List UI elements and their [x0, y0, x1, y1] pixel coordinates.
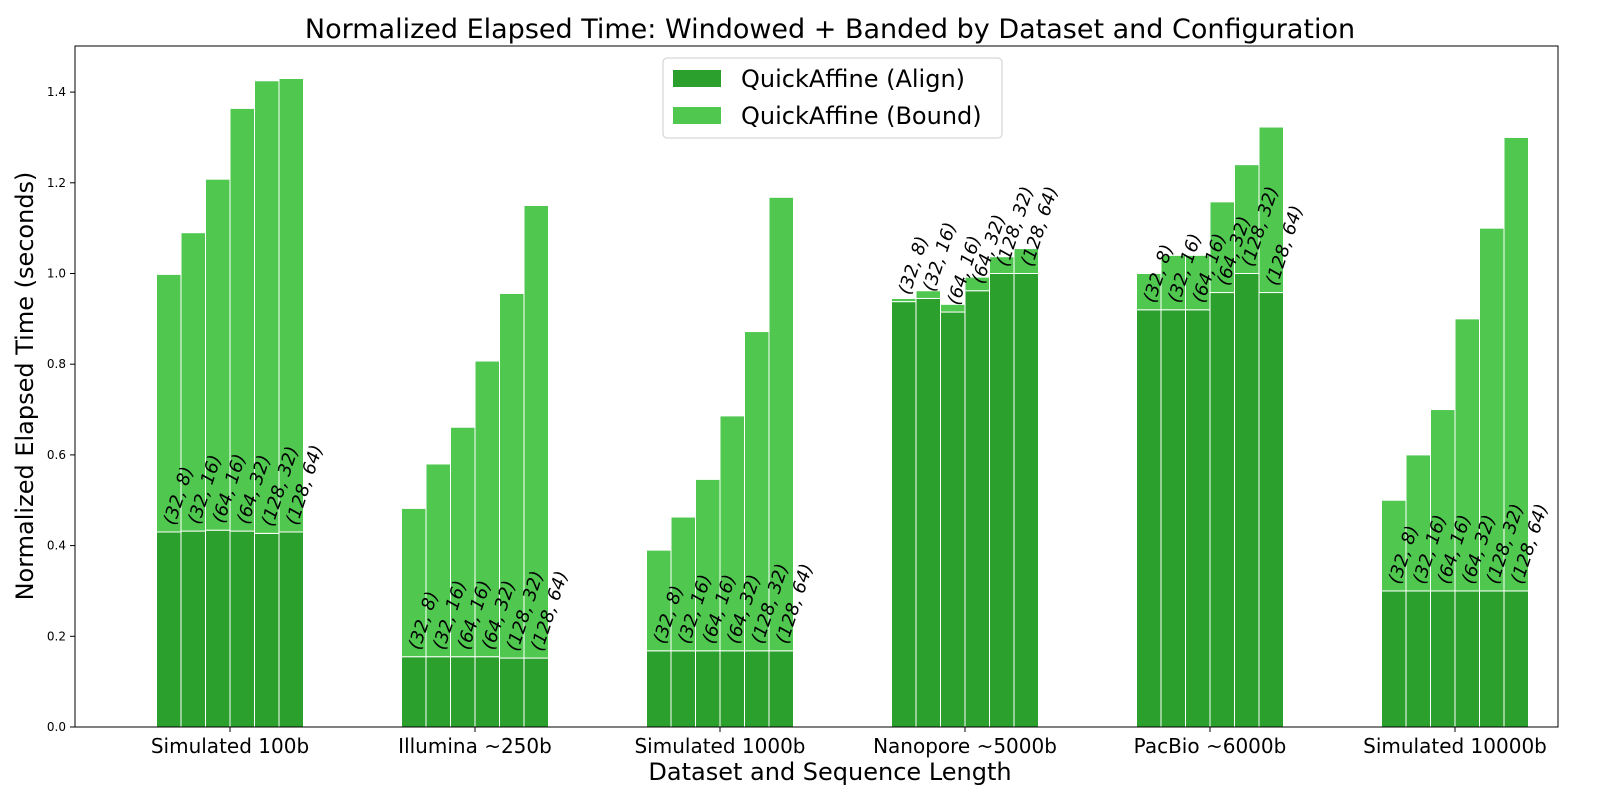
x-tick-label: Nanopore ~5000b	[873, 734, 1057, 758]
legend-label-bound: QuickAffine (Bound)	[741, 102, 982, 130]
bar-align	[1479, 590, 1505, 728]
bar-align	[450, 656, 476, 728]
bar-align	[205, 529, 231, 728]
bar-align	[523, 657, 549, 728]
x-tick-label: PacBio ~6000b	[1134, 734, 1287, 758]
bars-group	[156, 77, 1529, 728]
bar-align	[229, 530, 255, 728]
bar-align	[1136, 309, 1162, 728]
bar-align	[695, 650, 721, 728]
bar-align	[1503, 590, 1529, 728]
bar-bound	[1136, 273, 1162, 311]
bar-bound	[1405, 454, 1431, 592]
bar-align	[474, 656, 500, 728]
plot-frame	[74, 45, 1559, 728]
y-tick-label: 0.0	[47, 720, 66, 734]
bar-align	[891, 301, 917, 728]
bar-bound	[1503, 136, 1529, 592]
bar-bound	[523, 204, 549, 659]
x-tick-label: Simulated 10000b	[1363, 734, 1547, 758]
x-axis: Simulated 100b Illumina ~250b Simulated 10…	[151, 727, 1547, 758]
bar-bound	[180, 232, 206, 532]
chart-title: Normalized Elapsed Time: Windowed + Band…	[305, 14, 1355, 45]
bar-align	[1454, 590, 1480, 728]
bar-bound	[744, 331, 770, 652]
bar-align	[254, 532, 280, 728]
y-tick-label: 0.6	[47, 448, 66, 462]
bar-align	[940, 311, 966, 728]
bar-bound	[646, 549, 672, 652]
legend-box	[662, 57, 1003, 139]
bar-bound	[670, 516, 696, 652]
x-tick-label: Simulated 1000b	[634, 734, 805, 758]
bar-align	[915, 297, 941, 728]
bar-bound	[1013, 248, 1039, 274]
bar-bound	[1185, 254, 1211, 311]
bar-bound	[1454, 318, 1480, 592]
config-labels-group: (32, 8)(32, 16)(64, 16)(64, 32)(128, 32)…	[160, 184, 1553, 654]
y-tick-label: 1.4	[47, 85, 66, 99]
bar-align	[744, 650, 770, 728]
bar-bound	[1430, 409, 1456, 592]
bar-bound	[425, 463, 451, 658]
y-axis-title: Normalized Elapsed Time (seconds)	[11, 172, 39, 601]
bar-align	[989, 273, 1015, 728]
x-axis-title: Dataset and Sequence Length	[648, 758, 1011, 786]
bar-align	[964, 290, 990, 728]
legend: QuickAffine (Align) QuickAffine (Bound)	[662, 57, 1003, 139]
bar-align	[1430, 590, 1456, 728]
bar-align	[425, 656, 451, 728]
bar-align	[1234, 273, 1260, 728]
bar-align	[670, 650, 696, 728]
bar-align	[719, 650, 745, 728]
bar-align	[768, 650, 794, 728]
y-tick-label: 0.2	[47, 629, 66, 643]
bar-align	[646, 650, 672, 728]
legend-swatch-align	[673, 70, 721, 87]
legend-swatch-bound	[673, 107, 721, 124]
bar-bound	[1234, 164, 1260, 274]
legend-label-align: QuickAffine (Align)	[741, 65, 965, 93]
y-tick-label: 0.8	[47, 357, 66, 371]
y-tick-label: 1.2	[47, 176, 66, 190]
y-tick-label: 0.4	[47, 539, 66, 553]
bar-align	[1185, 309, 1211, 728]
bar-bound	[768, 196, 794, 652]
bar-align	[1381, 590, 1407, 728]
bar-bound	[450, 426, 476, 658]
bar-bound	[254, 80, 280, 534]
bar-bound	[401, 507, 427, 658]
bar-align	[278, 531, 304, 728]
bar-bound	[1258, 126, 1284, 294]
bar-align	[401, 656, 427, 728]
bar-bound	[915, 290, 941, 299]
bar-align	[180, 530, 206, 728]
bar-align	[1405, 590, 1431, 728]
bar-bound	[156, 273, 182, 533]
bar-align	[1013, 273, 1039, 728]
bar-bound	[891, 297, 917, 303]
bar-bound	[474, 360, 500, 658]
x-tick-label: Illumina ~250b	[398, 734, 552, 758]
bar-bound	[278, 77, 304, 533]
bar-align	[156, 531, 182, 728]
y-axis: 0.0 0.2 0.4 0.6 0.8 1.0 1.2 1.4	[47, 85, 75, 734]
bar-align	[499, 657, 525, 728]
bar-align	[1160, 309, 1186, 728]
y-tick-label: 1.0	[47, 267, 66, 281]
bar-align	[1258, 292, 1284, 728]
bar-bound	[719, 415, 745, 652]
bar-bound	[1160, 254, 1186, 311]
bar-align	[1209, 292, 1235, 728]
x-tick-label: Simulated 100b	[151, 734, 309, 758]
bar-bound	[205, 178, 231, 531]
bar-bound	[1381, 499, 1407, 592]
bar-bound	[1209, 201, 1235, 294]
